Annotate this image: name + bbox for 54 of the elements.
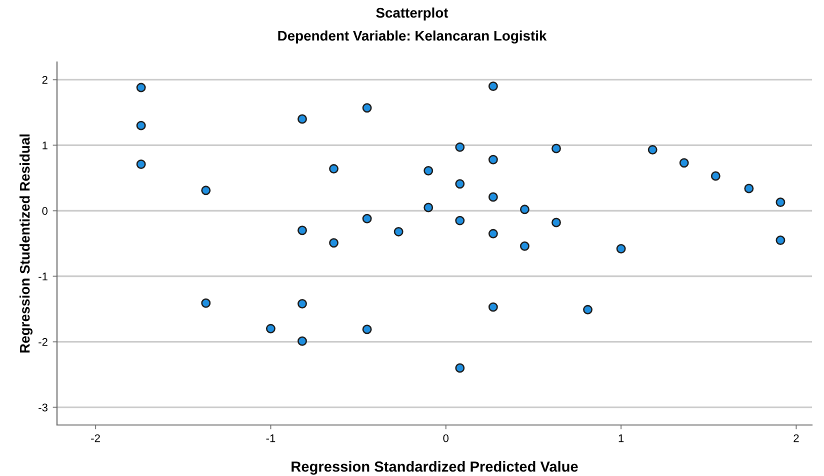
point — [201, 186, 211, 196]
point — [362, 324, 372, 334]
chart-subtitle: Dependent Variable: Kelancaran Logistik — [278, 30, 547, 44]
point — [424, 166, 434, 176]
point — [329, 238, 339, 248]
point — [455, 216, 465, 226]
point — [776, 235, 786, 245]
point — [298, 114, 307, 124]
point — [552, 144, 561, 154]
x-tick-label: 0 — [443, 434, 449, 442]
y-tick-label: 0 — [42, 207, 48, 215]
point — [648, 145, 658, 155]
y-axis-title: Regression Studentized Residual — [20, 134, 33, 353]
point — [552, 218, 561, 228]
point — [362, 103, 372, 113]
y-tick-label: -3 — [38, 404, 48, 412]
point — [298, 336, 307, 346]
x-tick-label: -1 — [266, 434, 276, 442]
point — [679, 158, 689, 168]
point — [744, 184, 754, 194]
point — [298, 226, 307, 236]
x-tick-label: -2 — [91, 434, 100, 442]
point — [266, 324, 276, 334]
point — [520, 241, 530, 251]
point — [298, 299, 307, 309]
point — [488, 192, 498, 202]
point — [455, 179, 465, 189]
point — [710, 171, 720, 181]
point — [488, 82, 498, 91]
point — [616, 244, 626, 254]
point — [488, 228, 498, 238]
chart-title: Scatterplot — [376, 8, 448, 20]
y-tick-label: -2 — [38, 338, 48, 346]
point — [776, 197, 786, 207]
point — [329, 164, 339, 174]
x-tick-label: 2 — [794, 434, 799, 442]
point — [488, 154, 498, 164]
point — [583, 304, 593, 314]
y-tick-label: -1 — [38, 272, 48, 280]
point — [394, 226, 404, 236]
point — [455, 363, 465, 373]
point — [424, 202, 434, 212]
point — [136, 159, 146, 169]
point — [362, 214, 372, 224]
x-tick-label: 1 — [618, 434, 624, 442]
x-axis-title: Regression Standardized Predicted Value — [292, 461, 578, 475]
point — [201, 298, 211, 308]
point — [136, 82, 146, 92]
y-tick-label: 1 — [42, 142, 48, 150]
point — [136, 120, 146, 130]
point — [520, 204, 530, 214]
y-tick-label: 2 — [42, 76, 48, 84]
point — [455, 142, 465, 152]
point — [488, 302, 498, 312]
